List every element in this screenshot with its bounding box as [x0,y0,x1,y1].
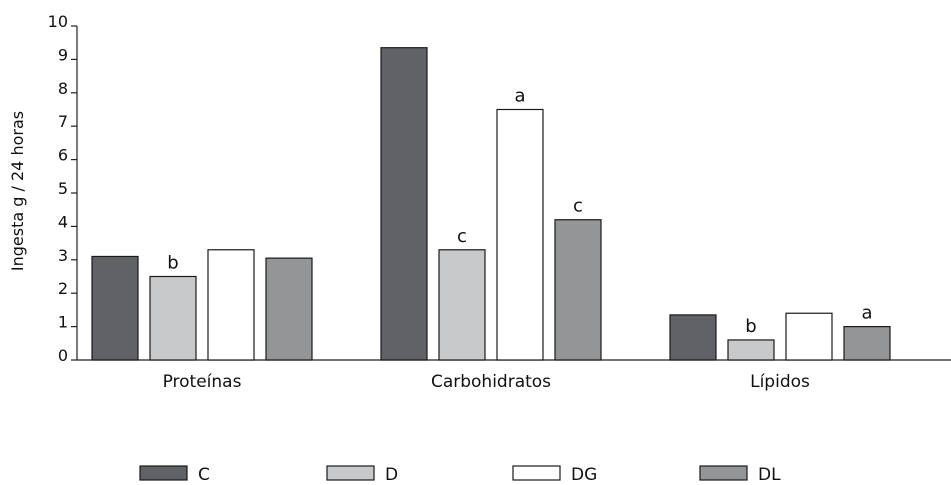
bar-dg-0 [207,249,255,361]
legend-swatch-dl [699,465,748,481]
y-tick-label: 6 [58,146,68,165]
significance-label: b [167,253,178,274]
significance-label: c [573,196,583,217]
y-tick-label: 5 [58,179,68,198]
bar-d-1 [438,249,486,361]
legend-label: D [385,465,398,485]
legend-label: C [198,465,210,485]
category-label: Proteínas [163,372,242,392]
y-tick-label: 3 [58,246,68,265]
legend-swatch-d [326,465,375,481]
bar-c-1 [380,47,428,361]
y-tick-label: 2 [58,279,68,298]
y-tick-label: 1 [58,313,68,332]
legend-swatch-dg [512,465,561,481]
y-tick-label: 4 [58,212,68,231]
legend-swatch-c [139,465,188,481]
bar-c-0 [91,255,139,361]
y-tick-label: 0 [58,346,68,365]
bar-d-0 [149,275,197,361]
significance-label: a [861,303,872,324]
legend-label: DL [758,465,781,485]
y-tick-label: 7 [58,112,68,131]
y-tick-label: 8 [58,79,68,98]
bar-dg-1 [496,108,544,361]
significance-label: b [745,316,756,337]
y-tick-label: 9 [58,45,68,64]
bar-c-2 [669,314,717,361]
y-tick-label: 10 [48,12,68,31]
significance-label: a [514,86,525,107]
bar-dl-2 [843,326,891,361]
bar-d-2 [727,339,775,361]
y-axis-label: Ingesta g / 24 horas [8,111,27,271]
legend-label: DG [571,465,597,485]
bar-dl-1 [554,219,602,361]
category-label: Lípidos [750,372,810,392]
category-label: Carbohidratos [431,372,551,392]
bar-dg-2 [785,312,833,361]
significance-label: c [457,226,467,247]
bar-dl-0 [265,257,313,361]
